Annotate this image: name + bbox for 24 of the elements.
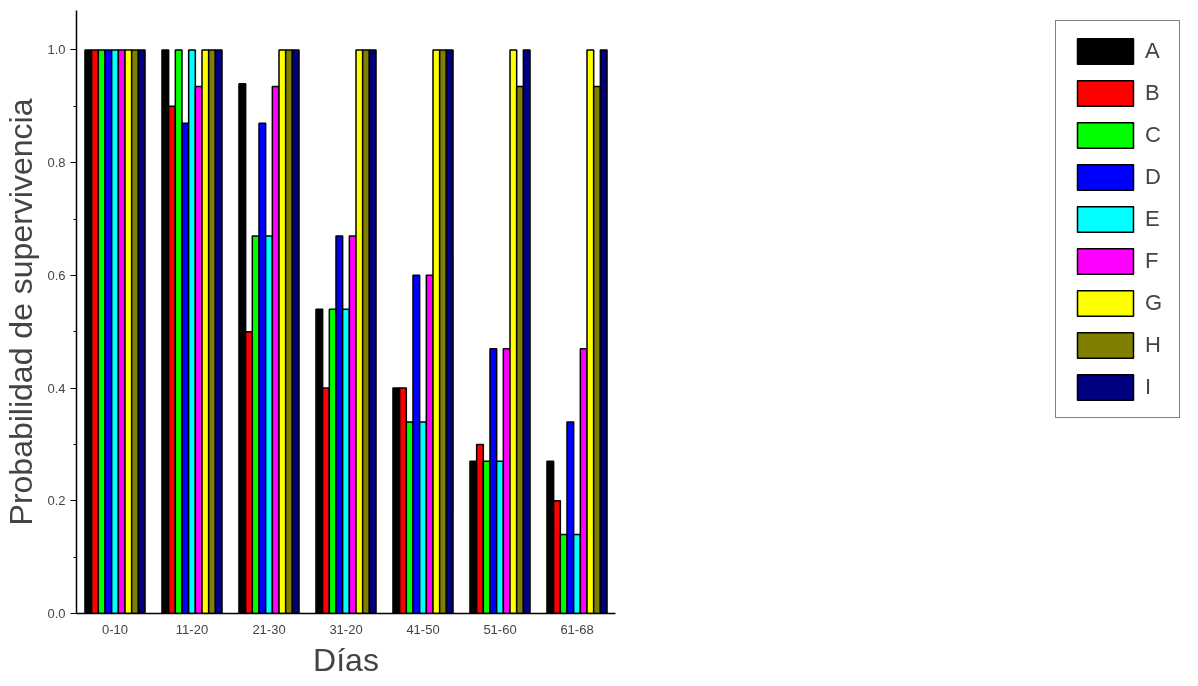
x-tick-label: 31-20 <box>329 621 363 637</box>
y-tick-label: 0.6 <box>47 267 66 283</box>
legend-label: D <box>1145 164 1162 190</box>
legend-label: B <box>1145 80 1161 106</box>
legend-label: C <box>1145 122 1162 148</box>
x-tick-label: 0-10 <box>101 621 129 637</box>
legend-label: F <box>1145 248 1160 274</box>
x-tick-label: 11-20 <box>175 621 209 637</box>
legend-label: I <box>1145 374 1153 400</box>
legend-label: G <box>1145 290 1164 316</box>
x-axis-title: Días <box>313 641 379 678</box>
x-tick-label: 41-50 <box>406 621 440 637</box>
y-tick-label: 0.0 <box>47 606 66 621</box>
y-tick-label: 0.4 <box>47 380 66 396</box>
legend-label: H <box>1145 332 1162 358</box>
y-tick-label: 1.0 <box>47 42 66 58</box>
x-tick-label: 21-30 <box>252 621 286 637</box>
y-tick-label: 0.8 <box>47 155 66 171</box>
x-tick-label: 51-60 <box>483 621 517 637</box>
legend-label: A <box>1145 38 1161 64</box>
x-tick-label: 61-68 <box>560 621 594 637</box>
y-axis-title: Probabilidad de supervivencia <box>3 98 40 526</box>
legend-label: E <box>1145 206 1161 232</box>
y-tick-label: 0.2 <box>47 493 66 509</box>
